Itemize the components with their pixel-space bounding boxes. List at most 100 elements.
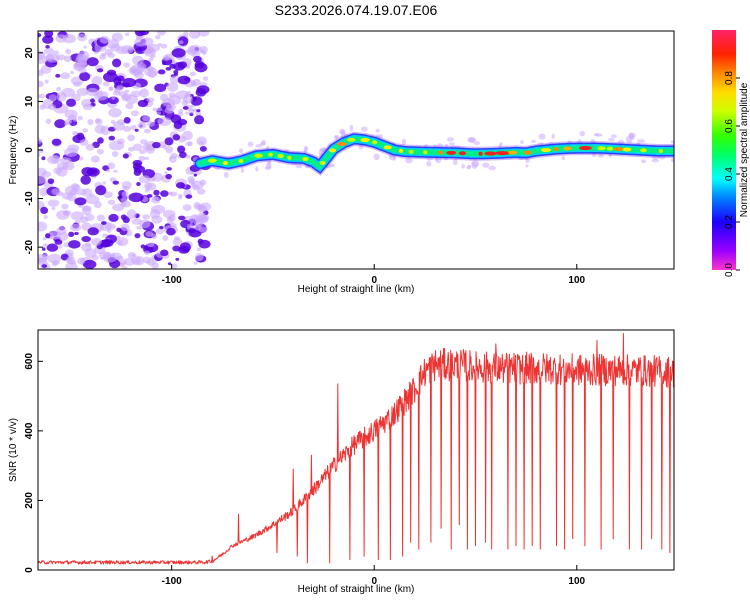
noise-speckle-dot [102, 181, 107, 185]
noise-speckle-dot [143, 128, 151, 134]
noise-speckle-dot [122, 82, 131, 88]
noise-speckle-dot [77, 257, 86, 265]
noise-speckle-dot [188, 228, 197, 234]
noise-speckle-dot [56, 86, 62, 92]
noise-speckle-dot [142, 115, 151, 122]
noise-speckle-dot [68, 240, 81, 249]
noise-speckle-dot [107, 229, 112, 233]
noise-speckle-dot [183, 94, 193, 104]
snr-frame [37, 329, 675, 571]
noise-speckle-dot [375, 128, 380, 133]
noise-speckle-dot [167, 95, 181, 105]
ridge-hotspot [408, 149, 414, 154]
noise-speckle-dot [48, 94, 57, 102]
noise-speckle-dot [94, 50, 99, 55]
ridge-hotspot [579, 146, 592, 151]
doppler-ridge [193, 131, 674, 176]
noise-speckle-dot [55, 73, 61, 78]
noise-speckle-dot [157, 69, 166, 75]
noise-speckle-dot [123, 116, 131, 124]
noise-speckle-dot [90, 98, 96, 103]
noise-speckle-dot [139, 88, 149, 98]
noise-speckle-dot [122, 185, 130, 191]
noise-speckle-dot [197, 31, 210, 37]
noise-speckle-dot [139, 121, 145, 125]
noise-speckle-dot [190, 81, 196, 87]
noise-speckle-dot [182, 106, 189, 110]
noise-speckle-dot [143, 48, 156, 57]
noise-speckle-dot [57, 232, 69, 241]
noise-speckle-dot [98, 251, 112, 260]
noise-speckle-dot [202, 76, 209, 81]
y-tick-label: 0 [24, 567, 35, 573]
ridge-hotspot [336, 141, 347, 146]
noise-speckle-dot [139, 139, 148, 145]
noise-speckle-dot [112, 90, 121, 96]
noise-speckle-dot [105, 169, 110, 173]
y-tick-label: -10 [24, 191, 35, 206]
noise-speckle-dot [155, 34, 161, 40]
noise-speckle-dot [165, 173, 173, 180]
ridge-hotspot [484, 151, 497, 156]
noise-speckle-dot [192, 184, 200, 191]
noise-speckle-dot [160, 43, 168, 49]
noise-speckle-dot [520, 139, 524, 145]
noise-speckle-dot [136, 182, 141, 187]
ridge-hotspot [254, 153, 264, 158]
x-tick-label: 100 [568, 275, 585, 286]
noise-speckle-dot [156, 107, 163, 112]
ridge-hotspot [329, 148, 337, 153]
noise-speckle-dot [123, 62, 131, 68]
noise-speckle-dot [38, 32, 42, 38]
noise-speckle-dot [132, 143, 143, 152]
ridge-hotspot [346, 137, 356, 142]
ridge-hotspot [238, 159, 244, 164]
ridge-hotspot [478, 151, 483, 156]
noise-speckle-dot [670, 157, 674, 163]
ridge-hotspot [508, 150, 518, 155]
noise-speckle-dot [86, 167, 100, 177]
noise-speckle-dot [93, 201, 102, 209]
noise-speckle-dot [42, 243, 49, 247]
noise-speckle-dot [452, 158, 458, 166]
y-tick-label: 0 [24, 147, 35, 153]
noise-speckle-dot [66, 98, 77, 107]
noise-speckle-dot [38, 54, 48, 64]
noise-speckle-dot [143, 250, 151, 255]
ridge-hotspot [495, 151, 510, 156]
noise-speckle-dot [641, 159, 647, 164]
x-tick-label: 0 [371, 275, 377, 286]
noise-speckle-dot [247, 141, 254, 147]
noise-speckle-dot [147, 70, 158, 78]
noise-speckle-dot [319, 148, 327, 152]
noise-speckle-dot [85, 87, 99, 97]
noise-speckle-dot [151, 215, 163, 224]
noise-speckle-dot [51, 155, 61, 164]
noise-speckle-dot [488, 165, 496, 171]
noise-speckle-dot [60, 157, 72, 165]
colorbar-tick-label: 0.2 [724, 215, 735, 229]
noise-speckle-dot [334, 135, 338, 141]
noise-speckle-dot [44, 31, 54, 38]
noise-speckle-dot [426, 161, 432, 167]
noise-speckle-dot [179, 242, 191, 253]
noise-speckle-dot [38, 69, 44, 76]
noise-speckle-dot [81, 205, 92, 216]
noise-speckle-dot [264, 165, 272, 170]
noise-speckle-dot [444, 143, 449, 148]
noise-speckle-dot [64, 147, 78, 157]
noise-speckle-dot [349, 124, 354, 132]
noise-speckle-dot [120, 202, 127, 207]
ridge-hotspot [423, 150, 428, 155]
top-x-ticks: -100 0 100 [162, 264, 586, 286]
noise-speckle-dot [107, 52, 116, 58]
noise-speckle-dot [152, 107, 158, 112]
noise-speckle-dot [86, 57, 99, 67]
noise-speckle-dot [128, 46, 134, 51]
noise-speckle-dot [224, 171, 229, 179]
noise-speckle-dot [83, 45, 87, 49]
noise-speckle-dot [266, 146, 270, 151]
bottom-x-axis-label: Height of straight line (km) [298, 584, 415, 595]
noise-speckle-dot [96, 214, 106, 222]
noise-speckle-dot [61, 192, 73, 200]
